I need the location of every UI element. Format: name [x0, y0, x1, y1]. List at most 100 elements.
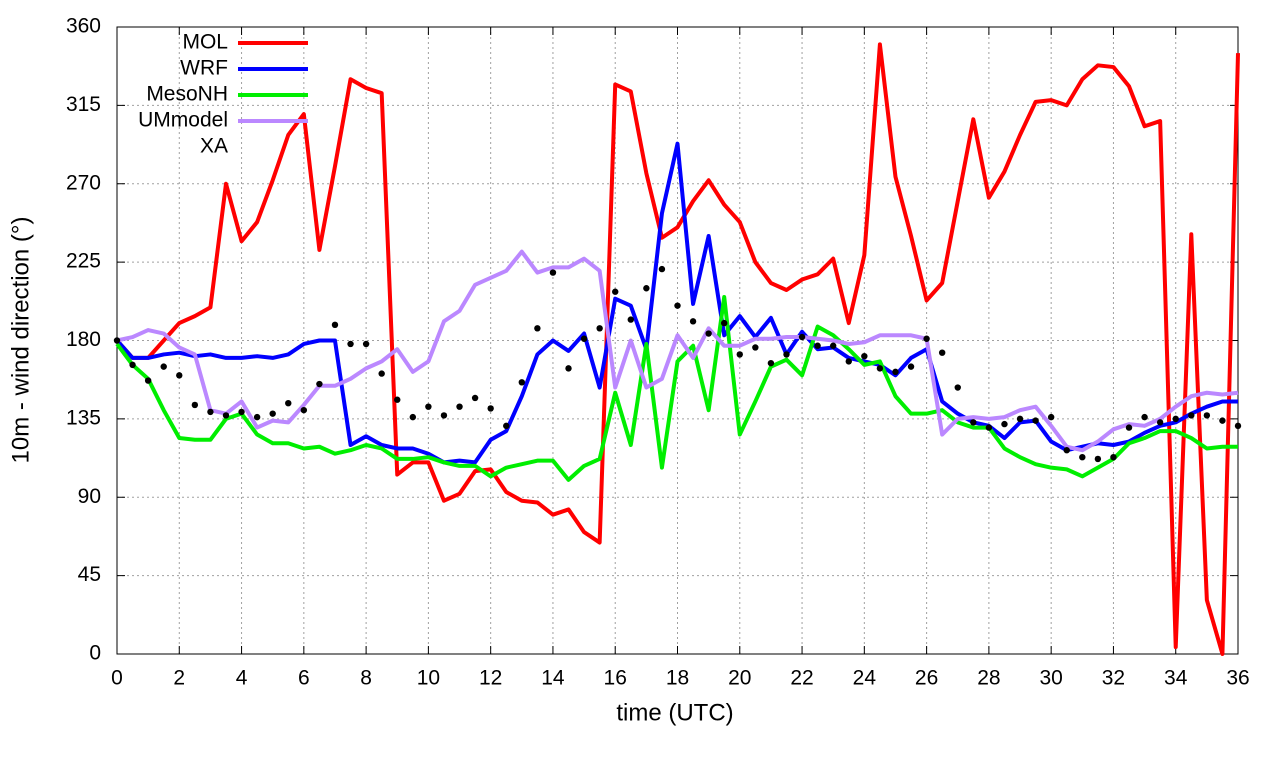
- data-point: [285, 400, 292, 407]
- data-point: [752, 344, 759, 351]
- data-point: [487, 405, 494, 412]
- x-tick-label: 2: [173, 667, 185, 690]
- data-point: [1172, 415, 1179, 423]
- data-point: [736, 351, 743, 358]
- x-tick-label: 22: [790, 667, 813, 690]
- data-point: [378, 370, 385, 377]
- x-tick-label: 14: [541, 667, 565, 690]
- data-point: [721, 319, 728, 327]
- data-point: [845, 358, 852, 365]
- data-point: [596, 325, 603, 332]
- data-point: [829, 342, 837, 349]
- data-point: [316, 380, 323, 388]
- data-point: [1203, 412, 1211, 419]
- x-tick-label: 16: [604, 667, 627, 690]
- x-tick-label: 12: [479, 667, 502, 690]
- x-tick-label: 24: [853, 667, 877, 690]
- x-tick-label: 8: [360, 667, 372, 690]
- data-point: [1110, 453, 1117, 461]
- data-point: [954, 384, 961, 391]
- data-point: [1125, 424, 1133, 431]
- y-tick-label: 180: [66, 328, 101, 351]
- x-tick-label: 36: [1226, 667, 1249, 690]
- data-point: [814, 342, 821, 349]
- legend-label: UMmodel: [138, 109, 228, 132]
- data-point: [1001, 420, 1008, 428]
- data-point: [938, 349, 946, 356]
- legend-label: XA: [200, 135, 228, 158]
- data-point: [440, 412, 448, 419]
- data-point: [144, 377, 152, 384]
- data-point: [1032, 417, 1039, 424]
- data-point: [518, 379, 526, 386]
- y-tick-label: 45: [78, 563, 101, 586]
- data-point: [627, 316, 634, 323]
- data-point: [456, 403, 463, 410]
- data-point: [362, 340, 370, 348]
- data-point: [269, 410, 276, 417]
- data-point: [394, 396, 401, 403]
- data-point: [1141, 413, 1148, 421]
- x-tick-label: 20: [728, 667, 751, 690]
- data-point: [1156, 419, 1164, 426]
- x-tick-label: 34: [1164, 667, 1188, 690]
- data-point: [798, 333, 806, 341]
- data-point: [409, 413, 417, 421]
- x-tick-label: 18: [666, 667, 689, 690]
- data-point: [767, 359, 775, 367]
- x-tick-label: 32: [1102, 667, 1125, 690]
- y-tick-label: 135: [66, 406, 101, 429]
- x-tick-label: 4: [236, 667, 248, 690]
- series-line: [115, 294, 1238, 482]
- data-point: [658, 265, 666, 273]
- data-point: [1219, 417, 1226, 424]
- data-point: [1079, 453, 1086, 461]
- series-line: [115, 141, 1238, 465]
- y-tick-label: 270: [66, 171, 101, 194]
- data-point: [643, 285, 650, 292]
- data-point: [331, 321, 339, 329]
- x-tick-label: 28: [977, 667, 1000, 690]
- data-point: [1094, 455, 1102, 463]
- data-point: [985, 424, 993, 431]
- data-point: [970, 419, 977, 426]
- x-tick-label: 10: [417, 667, 440, 690]
- data-point: [565, 365, 572, 372]
- data-point: [253, 413, 261, 421]
- legend-label: WRF: [180, 57, 228, 80]
- data-point: [207, 408, 214, 416]
- x-tick-label: 30: [1039, 667, 1062, 690]
- data-point: [425, 403, 432, 410]
- data-point: [129, 361, 136, 369]
- data-point: [1234, 422, 1242, 430]
- data-point: [907, 363, 915, 370]
- data-point: [674, 302, 681, 309]
- data-point: [113, 337, 121, 344]
- data-point: [876, 365, 884, 372]
- series-line: [115, 42, 1240, 656]
- y-tick-label: 315: [66, 93, 101, 116]
- data-point: [689, 318, 697, 325]
- data-point: [923, 335, 930, 342]
- data-point: [503, 422, 510, 430]
- legend-label: MesoNH: [146, 83, 228, 106]
- series-line: [116, 249, 1239, 453]
- x-tick-label: 0: [111, 667, 123, 690]
- data-point: [471, 394, 479, 402]
- data-point: [347, 340, 354, 348]
- data-point: [861, 352, 868, 360]
- y-axis-label: 10m - wind direction (°): [7, 216, 34, 463]
- data-point: [1063, 447, 1070, 454]
- data-point: [238, 408, 245, 416]
- data-point: [612, 288, 619, 295]
- data-point: [222, 412, 230, 419]
- data-point: [1188, 412, 1195, 419]
- legend-label: MOL: [182, 31, 228, 54]
- data-point: [783, 351, 790, 358]
- y-tick-label: 360: [66, 15, 101, 38]
- y-tick-label: 0: [89, 642, 101, 665]
- data-point: [892, 368, 899, 376]
- data-point: [580, 335, 588, 342]
- data-point: [300, 406, 308, 414]
